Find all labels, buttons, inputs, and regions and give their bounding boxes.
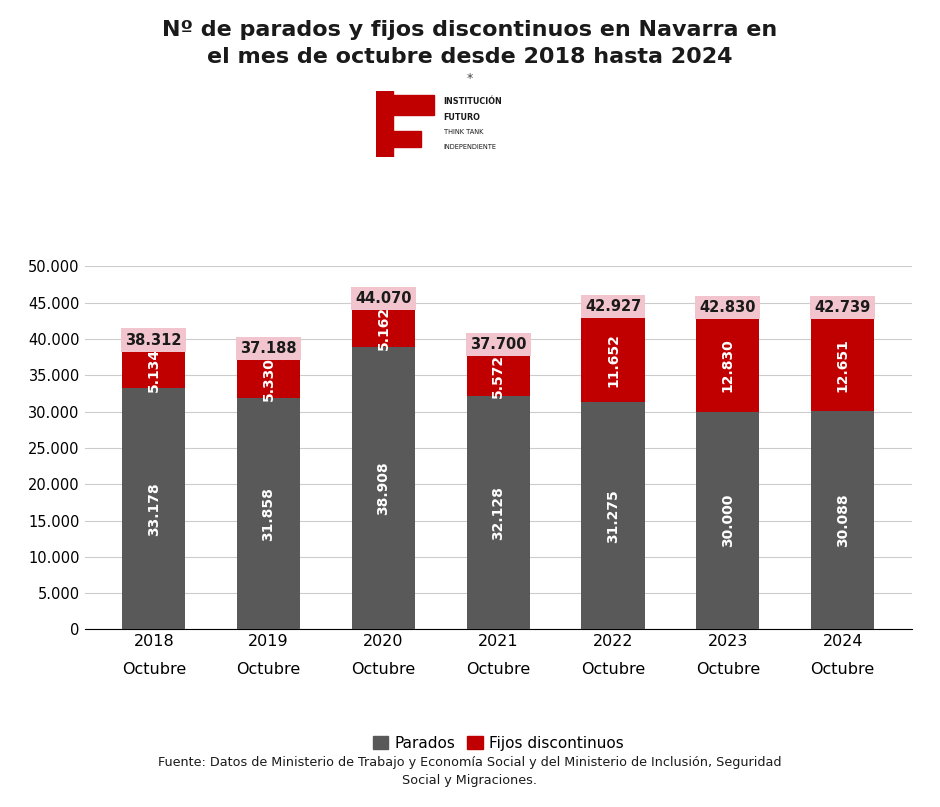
Bar: [393, 95, 434, 115]
Text: 31.858: 31.858: [261, 487, 275, 541]
Text: Nº de parados y fijos discontinuos en Navarra en: Nº de parados y fijos discontinuos en Na…: [163, 20, 777, 40]
Bar: [466, 356, 530, 396]
Text: Octubre: Octubre: [121, 662, 186, 677]
Bar: [376, 91, 393, 157]
Text: 44.070: 44.070: [355, 291, 412, 306]
Bar: [582, 318, 645, 403]
Text: 32.128: 32.128: [492, 486, 505, 540]
Text: 37.188: 37.188: [241, 341, 297, 356]
Bar: [466, 396, 530, 629]
Text: 5.330: 5.330: [261, 357, 275, 400]
Bar: [122, 351, 185, 388]
Text: 12.651: 12.651: [836, 338, 850, 392]
Text: Octubre: Octubre: [581, 662, 645, 677]
Bar: [697, 412, 760, 629]
Bar: [697, 319, 760, 412]
Text: 37.700: 37.700: [470, 337, 526, 352]
Text: Octubre: Octubre: [352, 662, 415, 677]
Text: 30.088: 30.088: [836, 493, 850, 547]
Bar: [393, 131, 421, 147]
Text: Octubre: Octubre: [810, 662, 875, 677]
Text: Octubre: Octubre: [696, 662, 760, 677]
Text: THINK TANK: THINK TANK: [444, 129, 483, 136]
Text: 30.000: 30.000: [721, 494, 735, 547]
Text: 12.830: 12.830: [721, 338, 735, 392]
Text: 5.572: 5.572: [492, 353, 505, 398]
Text: 42.830: 42.830: [699, 299, 756, 315]
Text: 5.134: 5.134: [147, 348, 161, 392]
Text: el mes de octubre desde 2018 hasta 2024: el mes de octubre desde 2018 hasta 2024: [207, 47, 733, 67]
Bar: [352, 347, 415, 629]
Text: 38.908: 38.908: [376, 462, 390, 515]
Bar: [237, 398, 300, 629]
Text: *: *: [467, 72, 473, 85]
Bar: [582, 403, 645, 629]
Text: 31.275: 31.275: [606, 489, 620, 543]
Text: 33.178: 33.178: [147, 482, 161, 536]
Text: 42.927: 42.927: [585, 299, 641, 314]
Bar: [811, 411, 874, 629]
Text: 5.162: 5.162: [376, 306, 390, 350]
Text: FUTURO: FUTURO: [444, 113, 480, 122]
Text: Octubre: Octubre: [466, 662, 530, 677]
Bar: [811, 319, 874, 411]
Text: Fuente: Datos de Ministerio de Trabajo y Economía Social y del Ministerio de Inc: Fuente: Datos de Ministerio de Trabajo y…: [158, 756, 782, 787]
Text: INSTITUCIÓN: INSTITUCIÓN: [444, 98, 503, 107]
Bar: [352, 309, 415, 347]
Text: 11.652: 11.652: [606, 333, 620, 387]
Text: INDEPENDIENTE: INDEPENDIENTE: [444, 144, 496, 150]
Bar: [237, 359, 300, 398]
Legend: Parados, Fijos discontinuos: Parados, Fijos discontinuos: [367, 730, 630, 757]
Text: 42.739: 42.739: [814, 300, 870, 316]
Text: Octubre: Octubre: [237, 662, 301, 677]
Text: 38.312: 38.312: [126, 332, 182, 348]
Bar: [122, 388, 185, 629]
